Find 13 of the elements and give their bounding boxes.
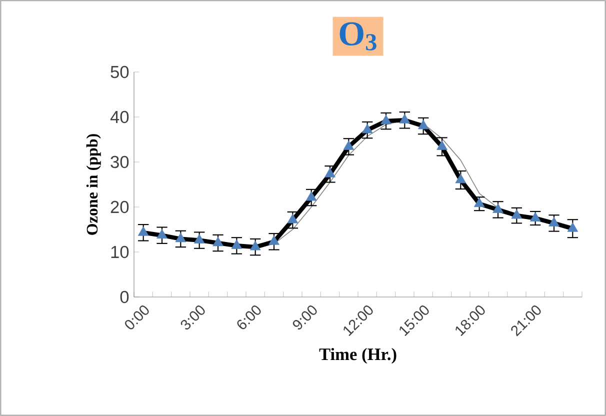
y-tick-label: 30 <box>110 156 129 168</box>
x-tick-label: 9:00 <box>292 306 317 330</box>
chart-title: O$_{3}$ <box>340 22 376 50</box>
y-tick-label: 0 <box>120 290 129 304</box>
y-axis-title: Ozone in (ppb) <box>86 134 101 235</box>
x-tick-label: 3:00 <box>180 306 205 330</box>
y-tick-label: 10 <box>111 246 129 258</box>
y-tick-label: 20 <box>110 200 129 214</box>
y-tick-label: 40 <box>110 110 129 124</box>
x-tick-label: 0:00 <box>125 306 149 330</box>
x-tick-label: 6:00 <box>237 306 261 330</box>
y-tick-label: 50 <box>110 66 129 78</box>
x-axis-title: Time (Hr.) <box>319 348 396 364</box>
